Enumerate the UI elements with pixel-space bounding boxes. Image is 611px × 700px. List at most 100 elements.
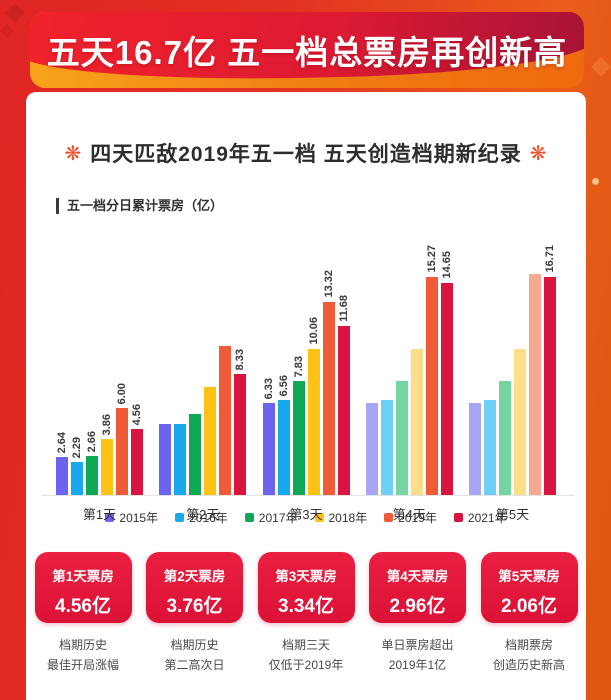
legend-item: 2016年 — [175, 509, 228, 526]
bar-column — [204, 245, 217, 495]
bar-value-label: 4.56 — [131, 403, 143, 425]
summary-caption-line1: 档期三天 — [281, 638, 330, 652]
summary-box-title: 第2天票房 — [163, 569, 226, 584]
summary-box-value: 2.96亿 — [389, 596, 446, 617]
summary-card: 第4天票房 2.96亿 单日票房超出 2019年1亿 — [368, 552, 468, 676]
bar-group: 15.27 14.65 第4天 — [365, 245, 453, 522]
x-axis-tick-label: 第3天 — [289, 507, 323, 522]
bar-2017年-第3天 — [292, 381, 305, 495]
x-axis-tick-label: 第1天 — [82, 507, 117, 522]
bar-column — [365, 245, 378, 495]
bar-2015年-第4天 — [365, 403, 378, 495]
bar-value-label: 8.33 — [234, 348, 247, 370]
confetti-diamond — [586, 128, 600, 142]
bar-value-label: 3.86 — [101, 413, 113, 435]
summary-box-title: 第4天票房 — [386, 569, 449, 584]
summary-box-title: 第1天票房 — [52, 569, 114, 584]
bar-2021年-第2天 — [234, 374, 247, 495]
summary-box: 第3天票房 3.34亿 — [257, 552, 355, 623]
bar-2021年-第4天 — [440, 283, 453, 495]
bar-2019年-第3天 — [322, 302, 335, 495]
summary-caption: 单日票房超出 2019年1亿 — [381, 635, 453, 676]
bar-2016年-第4天 — [380, 400, 393, 495]
bar-column: 2.29 — [71, 245, 83, 495]
bar-2019年-第1天 — [116, 408, 128, 495]
top-banner: 五天16.7亿 五一档总票房再创新高 — [30, 12, 584, 88]
bar-value-label: 7.83 — [292, 355, 305, 377]
bar-2017年-第4天 — [395, 381, 408, 495]
bar-value-label: 13.32 — [322, 270, 335, 298]
bar-group: 2.64 2.29 2.66 3.86 6.00 4.56 第1天 — [56, 245, 143, 522]
bar-2017年-第5天 — [499, 381, 511, 495]
bar-column — [159, 245, 172, 495]
x-axis-tick-label: 第4天 — [392, 507, 426, 522]
chart-title-label: 五一档分日累计票房（亿） — [56, 198, 223, 214]
bar-2016年-第5天 — [484, 400, 496, 495]
bar-2021年-第5天 — [544, 276, 556, 495]
summary-card: 第1天票房 4.56亿 档期历史 最佳开局涨幅 — [33, 552, 133, 676]
summary-box: 第4天票房 2.96亿 — [369, 552, 466, 623]
bar-column: 11.68 — [337, 245, 350, 495]
bar-column: 6.33 — [262, 245, 275, 495]
legend-item: 2018年 — [314, 509, 367, 526]
bar-column — [514, 245, 526, 495]
legend-swatch-icon — [314, 513, 324, 522]
bars: 16.71 — [469, 245, 556, 495]
bar-column — [499, 245, 511, 495]
bars: 2.64 2.29 2.66 3.86 6.00 4.56 — [56, 245, 143, 495]
bar-2019年-第2天 — [219, 346, 232, 495]
bar-column: 4.56 — [131, 245, 143, 495]
summary-caption: 档期三天 仅低于2019年 — [269, 635, 344, 676]
bar-2021年-第1天 — [131, 429, 143, 495]
summary-box-value: 4.56亿 — [55, 596, 111, 617]
bar-chart: 2.64 2.29 2.66 3.86 6.00 4.56 第1天 8.33 第2天 6.… — [26, 245, 586, 522]
bar-value-label: 16.71 — [544, 245, 556, 273]
content-card: ❋ 四天匹敌2019年五一档 五天创造档期新纪录 ❋ 五一档分日累计票房（亿） 2.… — [26, 92, 586, 700]
summary-caption-line2: 最佳开局涨幅 — [46, 658, 119, 673]
legend-item: 2015年 — [105, 509, 158, 526]
chart-legend: 2015年 2016年 2017年 2018年 2019年 2021年 — [26, 509, 586, 526]
summary-caption-line2: 仅低于2019年 — [268, 658, 344, 673]
bars: 6.33 6.56 7.83 10.06 13.32 11.68 — [262, 245, 350, 495]
flower-asterisk-icon: ❋ — [529, 143, 548, 165]
summary-caption-line1: 档期历史 — [58, 638, 107, 652]
bar-2016年-第2天 — [174, 424, 187, 495]
bar-2015年-第1天 — [56, 457, 68, 495]
bar-2015年-第3天 — [262, 403, 275, 495]
bar-column — [469, 245, 481, 495]
summary-box-value: 3.34亿 — [278, 596, 334, 617]
summary-caption-line2: 2019年1亿 — [388, 658, 447, 673]
summary-box: 第1天票房 4.56亿 — [34, 552, 132, 623]
legend-label: 2016年 — [189, 511, 228, 525]
confetti-diamond — [591, 57, 611, 77]
bar-value-label: 14.65 — [440, 251, 453, 279]
bar-2018年-第3天 — [307, 349, 320, 495]
summary-box-title: 第3天票房 — [275, 569, 337, 584]
bar-2019年-第5天 — [529, 274, 541, 495]
legend-swatch-icon — [453, 513, 463, 522]
confetti-diamond — [5, 3, 25, 23]
bar-2018年-第1天 — [101, 439, 113, 495]
bar-group: 16.71 第5天 — [469, 245, 556, 522]
bar-2016年-第1天 — [71, 462, 83, 495]
banner-title: 五天16.7亿 五一档总票房再创新高 — [46, 34, 568, 71]
bar-groups: 2.64 2.29 2.66 3.86 6.00 4.56 第1天 8.33 第2天 6.… — [56, 245, 556, 522]
bar-2015年-第2天 — [159, 424, 172, 495]
bar-column: 14.65 — [440, 245, 453, 495]
summary-caption-line2: 第二高次日 — [164, 658, 225, 673]
bars: 8.33 — [159, 245, 247, 495]
bar-value-label: 2.66 — [86, 430, 98, 452]
summary-caption-line1: 档期历史 — [170, 638, 219, 652]
summary-card: 第2天票房 3.76亿 档期历史 第二高次日 — [145, 552, 245, 676]
bar-group: 6.33 6.56 7.83 10.06 13.32 11.68 第3天 — [262, 245, 350, 522]
legend-swatch-icon — [244, 513, 254, 522]
summary-caption: 档期票房 创造历史新高 — [493, 635, 565, 676]
bar-column — [410, 245, 423, 495]
bar-column: 15.27 — [425, 245, 438, 495]
summary-box-value: 3.76亿 — [166, 596, 223, 617]
bar-2017年-第1天 — [86, 456, 98, 495]
bar-value-label: 6.33 — [262, 377, 275, 399]
bar-2018年-第5天 — [514, 349, 526, 495]
legend-label: 2021年 — [467, 511, 507, 525]
bar-value-label: 6.00 — [116, 382, 128, 404]
